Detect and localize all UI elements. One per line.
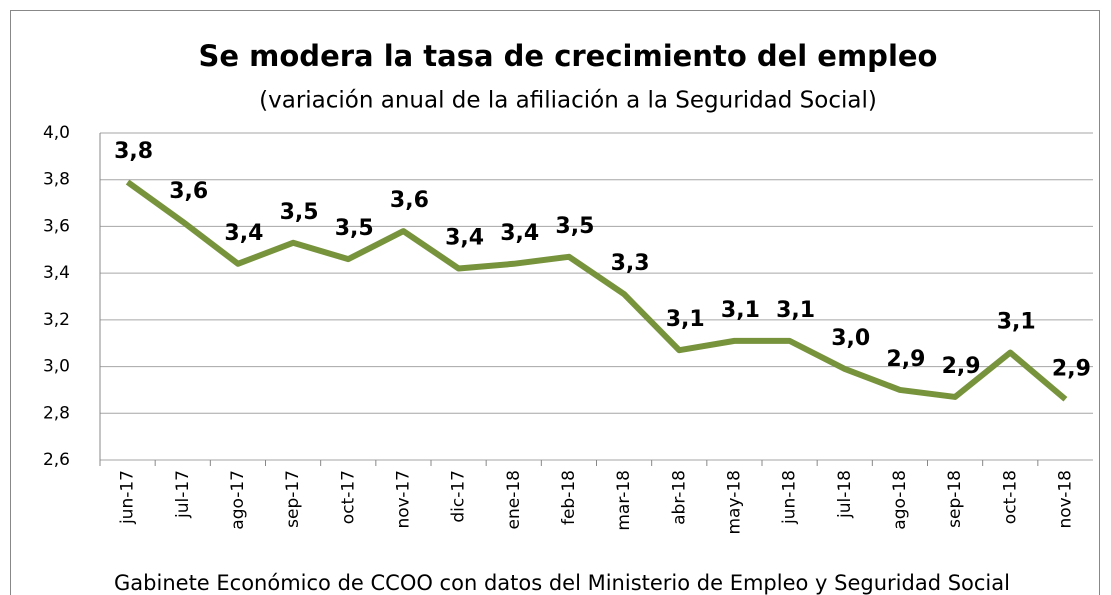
value-label: 3,4 xyxy=(500,221,539,246)
x-tick-label: jul-18 xyxy=(835,470,855,519)
x-tick-label: feb-18 xyxy=(559,470,579,525)
value-label: 3,6 xyxy=(169,179,208,204)
x-tick-label: ene-18 xyxy=(504,470,524,529)
value-label: 3,4 xyxy=(445,225,484,250)
y-tick-label: 2,8 xyxy=(43,403,70,423)
data-line xyxy=(125,179,1068,402)
value-label: 3,8 xyxy=(114,139,153,164)
source-note: Gabinete Económico de CCOO con datos del… xyxy=(114,571,1010,595)
x-tick-label: ago-18 xyxy=(890,470,910,530)
x-tick-label: ago-17 xyxy=(228,470,248,530)
value-label: 2,9 xyxy=(942,354,981,379)
y-tick-label: 3,8 xyxy=(43,170,70,190)
x-tick-label: abr-18 xyxy=(669,470,689,525)
y-tick-label: 2,6 xyxy=(43,450,70,470)
x-tick-label: oct-18 xyxy=(1000,470,1020,524)
value-label: 3,1 xyxy=(721,298,760,323)
x-tick-label: jul-17 xyxy=(173,470,193,519)
x-tick-label: nov-17 xyxy=(393,470,413,529)
value-label: 3,5 xyxy=(335,216,374,241)
value-label: 3,4 xyxy=(224,221,263,246)
value-label: 2,9 xyxy=(1052,356,1091,381)
chart-border xyxy=(10,10,1100,595)
value-label: 3,1 xyxy=(776,298,815,323)
y-tick-label: 3,4 xyxy=(43,263,70,283)
y-tick-label: 3,2 xyxy=(43,310,70,330)
value-label: 3,1 xyxy=(666,307,705,332)
chart-title: Se modera la tasa de crecimiento del emp… xyxy=(199,39,938,73)
value-label: 3,3 xyxy=(611,251,650,276)
value-label: 3,6 xyxy=(390,188,429,213)
y-tick-label: 3,6 xyxy=(43,216,70,236)
value-label: 3,0 xyxy=(831,326,870,351)
x-tick-label: jun-17 xyxy=(118,470,138,525)
value-label: 3,5 xyxy=(555,214,594,239)
value-label: 3,1 xyxy=(997,310,1036,335)
x-tick-label: sep-18 xyxy=(945,470,965,528)
y-tick-label: 3,0 xyxy=(43,357,70,377)
value-label: 3,5 xyxy=(280,200,319,225)
x-tick-label: mar-18 xyxy=(614,470,634,531)
chart-subtitle: (variación anual de la afiliación a la S… xyxy=(259,88,877,114)
x-tick-label: nov-18 xyxy=(1055,470,1075,529)
x-tick-label: dic-17 xyxy=(449,470,469,523)
y-tick-label: 4,0 xyxy=(43,123,70,143)
x-tick-label: oct-17 xyxy=(338,470,358,524)
x-tick-label: sep-17 xyxy=(283,470,303,528)
value-label: 2,9 xyxy=(886,347,925,372)
x-tick-label: jun-18 xyxy=(780,470,800,525)
x-tick-label: may-18 xyxy=(724,470,744,535)
